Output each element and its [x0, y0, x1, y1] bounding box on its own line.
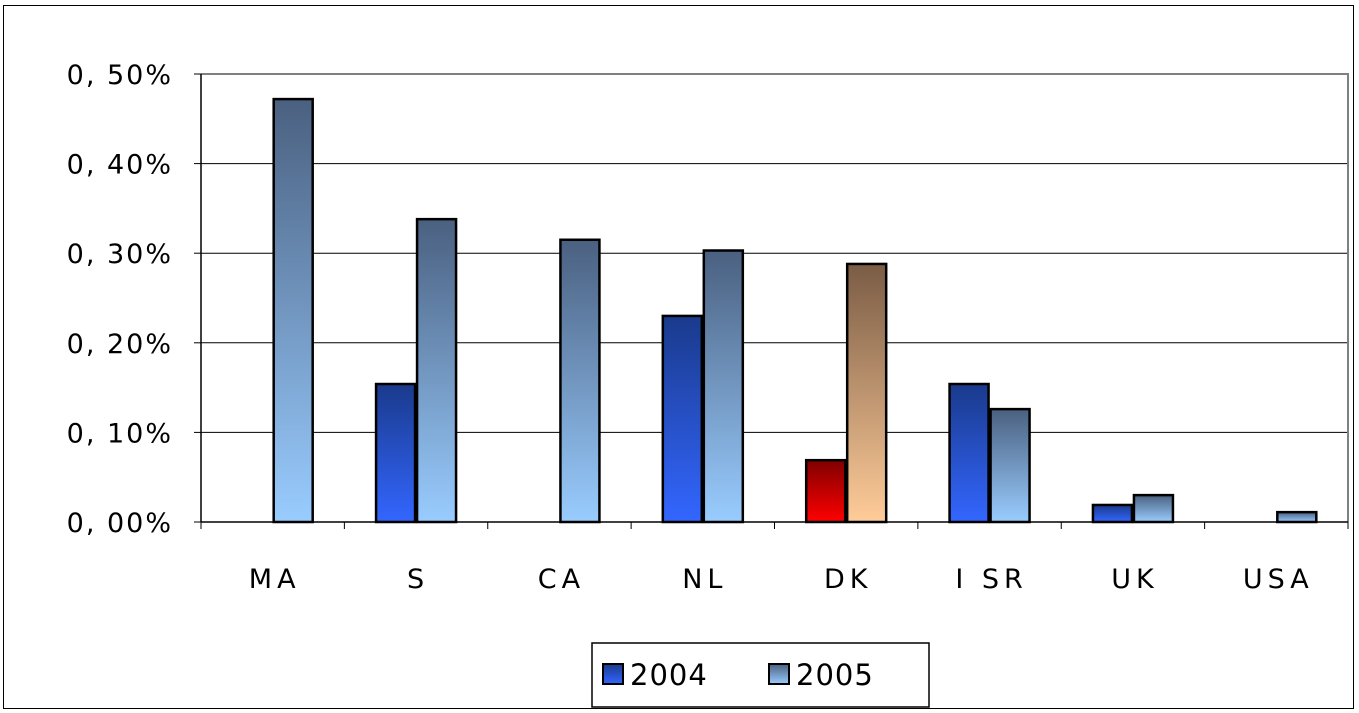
- legend: 2004 2005: [591, 642, 930, 708]
- x-tick-label: MA: [249, 564, 301, 595]
- bar-2005-CA: [559, 238, 601, 524]
- x-tick-label: DK: [824, 564, 873, 595]
- legend-swatch-2005: [768, 663, 790, 685]
- x-tick-label: S: [407, 564, 429, 595]
- legend-label-2004: 2004: [630, 658, 708, 692]
- y-tick-label: 0, 00%: [67, 508, 173, 539]
- bar-2005-USA: [1276, 510, 1318, 524]
- bar-2004-UK: [1091, 503, 1134, 524]
- bar-2005-DK: [845, 262, 888, 524]
- plot-area-border: [201, 73, 1349, 522]
- bar-2004-DK: [804, 458, 847, 524]
- legend-swatch-2004: [602, 663, 624, 685]
- bar-2005-MA: [272, 97, 314, 524]
- y-tick-label: 0, 30%: [67, 239, 173, 270]
- bars: [272, 97, 1318, 524]
- bar-2005-ISR: [989, 407, 1031, 524]
- y-tick-label: 0, 20%: [67, 329, 173, 360]
- bar-2004-S: [374, 382, 417, 524]
- y-tick-label: 0, 50%: [67, 60, 173, 91]
- legend-label-2005: 2005: [796, 658, 874, 692]
- y-tick-label: 0, 40%: [67, 150, 173, 181]
- bar-2005-NL: [702, 249, 745, 524]
- legend-box: [591, 642, 930, 708]
- bar-2005-UK: [1132, 493, 1175, 524]
- x-tick-label: NL: [682, 564, 727, 595]
- gridlines: [201, 73, 1349, 522]
- bar-2004-NL: [661, 314, 704, 524]
- y-tick-label: 0, 10%: [67, 418, 173, 449]
- axes: 0, 00% 0, 10% 0, 20% 0, 30% 0, 40% 0, 50% MA S C…: [67, 60, 1349, 595]
- x-tick-label: I SR: [955, 564, 1027, 595]
- bar-2004-ISR: [948, 382, 990, 524]
- x-tick-label: CA: [538, 564, 585, 595]
- x-tick-label: UK: [1111, 564, 1158, 595]
- bar-2005-S: [415, 217, 458, 524]
- x-tick-label: USA: [1243, 564, 1314, 595]
